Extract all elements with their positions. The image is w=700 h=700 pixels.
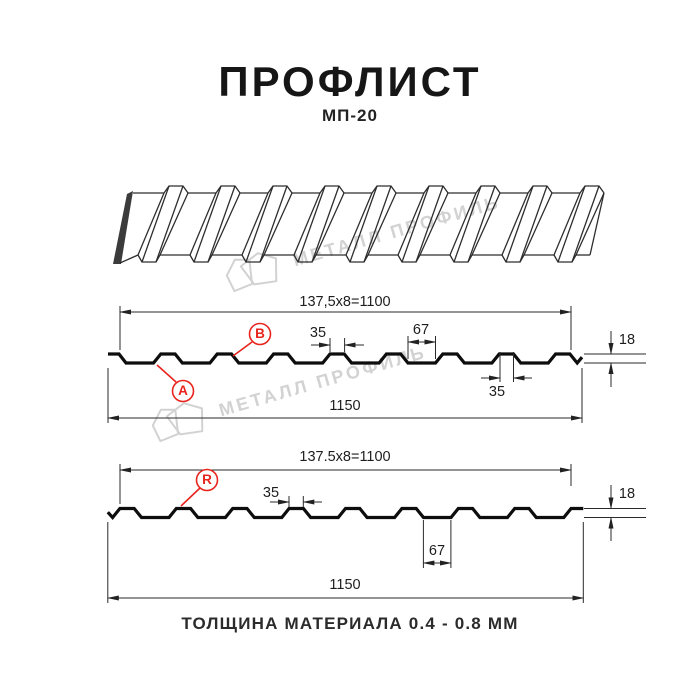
metal-profil-logo-icon [225, 252, 278, 293]
profile-bottom-drawing [106, 464, 646, 603]
dim-rib-base-width-top: 35 [488, 384, 506, 400]
dim-overall-width-bottom: 1150 [329, 577, 361, 593]
material-thickness-caption: ТОЛЩИНА МАТЕРИАЛА 0.4 - 0.8 ММ [181, 614, 519, 633]
dim-rib-top-width-top: 35 [309, 325, 327, 341]
dim-height-top: 18 [618, 332, 636, 348]
side-label-b: B [255, 326, 265, 342]
watermark: МЕТАЛЛ ПРОФИЛЬ [220, 180, 506, 301]
dim-coverage-width-top: 137,5x8=1100 [299, 294, 391, 310]
dim-valley-width-bottom: 67 [428, 543, 446, 559]
sheet-3d-drawing [113, 185, 605, 264]
profile-top-drawing [107, 306, 646, 423]
dim-rib-top-width-bottom: 35 [262, 485, 280, 501]
dim-coverage-width-bottom: 137.5x8=1100 [299, 449, 391, 465]
dim-overall-width-top: 1150 [329, 398, 361, 414]
profile-model-label: МП-20 [322, 106, 378, 125]
dim-valley-width-top: 67 [412, 322, 430, 338]
side-label-a: A [178, 383, 188, 399]
dim-height-bottom: 18 [618, 486, 636, 502]
side-label-r: R [202, 472, 212, 488]
page-title: ПРОФЛИСТ [218, 58, 482, 105]
